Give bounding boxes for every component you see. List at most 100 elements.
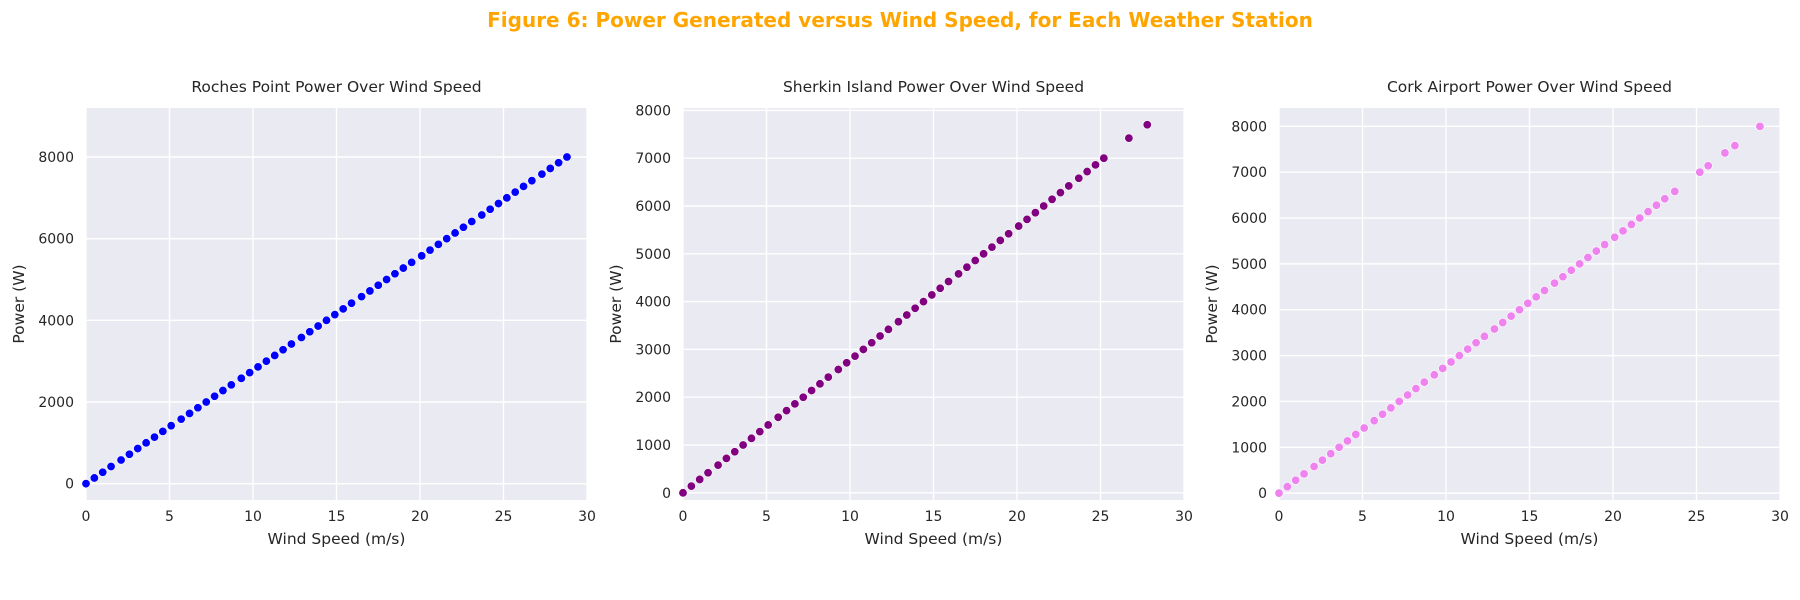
cork-airport-data-point [1309,462,1319,472]
cork-airport-y-tick-label: 1000 [1231,440,1267,456]
cork-airport-data-point [1334,442,1344,452]
sherkin-island-data-point [815,379,825,389]
roches-point-data-point [357,292,367,302]
sherkin-island-y-tick-label: 4000 [635,295,671,311]
roches-point-data-point [493,199,503,209]
roches-point-data-point [433,239,443,249]
cork-airport-x-tick-label: 25 [1688,509,1706,525]
sherkin-island-data-point [823,372,833,382]
cork-airport-data-point [1618,226,1628,236]
cork-airport-data-point [1531,292,1541,302]
roches-point-data-point [390,269,400,279]
cork-airport-data-point [1342,436,1352,446]
roches-point-data-point [347,298,357,308]
cork-airport-y-tick-label: 5000 [1231,257,1267,273]
cork-airport-data-point [1566,265,1576,275]
figure-title: Figure 6: Power Generated versus Wind Sp… [487,8,1313,32]
sherkin-island-data-point [1090,160,1100,170]
cork-airport-data-point [1446,357,1456,367]
cork-airport-x-tick-label: 30 [1771,509,1789,525]
sherkin-island-data-point [935,283,945,293]
sherkin-island-data-point [1099,153,1109,163]
roches-point-data-point [373,280,383,290]
roches-point-chart-title: Roches Point Power Over Wind Speed [191,78,481,96]
roches-point-data-point [270,350,280,360]
cork-airport-y-tick-label: 6000 [1231,211,1267,227]
roches-point-data-point [193,403,203,413]
roches-point-x-tick-label: 20 [411,509,429,525]
sherkin-island-data-point [987,242,997,252]
cork-airport-data-point [1720,148,1730,158]
cork-airport-data-point [1479,331,1489,341]
sherkin-island-data-point [678,488,688,498]
panel-cork-airport: 0 5 10 15 20 25 30 0 1000 2000 3000 4000 5000 6000 700… [1203,78,1789,548]
sherkin-island-x-axis-label: Wind Speed (m/s) [865,530,1003,548]
cork-airport-data-point [1610,232,1620,242]
sherkin-island-data-point [773,412,783,422]
cork-airport-data-point [1660,194,1670,204]
sherkin-island-data-point [979,249,989,259]
sherkin-island-data-point [850,351,860,361]
sherkin-island-data-point [738,440,748,450]
sherkin-island-data-point [883,324,893,334]
roches-point-data-point [286,339,296,349]
sherkin-island-data-point [944,277,954,287]
cork-airport-x-tick-label: 5 [1358,509,1367,525]
cork-airport-data-point [1411,384,1421,394]
sherkin-island-data-point [927,290,937,300]
roches-point-data-point [166,421,176,431]
roches-point-x-axis-label: Wind Speed (m/s) [268,530,406,548]
roches-point-data-point [236,373,246,383]
sherkin-island-data-point [875,331,885,341]
sherkin-island-y-tick-label: 8000 [635,103,671,119]
sherkin-island-data-point [867,338,877,348]
sherkin-island-data-point [1004,229,1014,239]
roches-point-data-point [141,438,151,448]
roches-point-data-point [485,204,495,214]
roches-point-x-tick-label: 30 [578,509,596,525]
roches-point-data-point [398,263,408,273]
cork-airport-y-tick-label: 0 [1258,486,1267,502]
cork-airport-data-point [1369,416,1379,426]
sherkin-island-x-tick-label: 0 [679,509,688,525]
sherkin-island-data-point [1082,167,1092,177]
sherkin-island-y-axis-label: Power (W) [607,264,625,343]
cork-airport-data-point [1386,403,1396,413]
roches-point-x-tick-label: 25 [495,509,513,525]
roches-point-y-axis-label: Power (W) [10,264,28,343]
roches-point-data-point [133,444,143,454]
cork-airport-data-point [1550,278,1560,288]
sherkin-island-chart-title: Sherkin Island Power Over Wind Speed [783,78,1084,96]
sherkin-island-data-point [790,399,800,409]
roches-point-data-point [296,332,306,342]
roches-point-data-point [98,467,108,477]
cork-airport-data-point [1498,318,1508,328]
sherkin-island-y-tick-label: 1000 [635,438,671,454]
roches-point-data-point [477,210,487,220]
cork-airport-data-point [1299,469,1309,479]
cork-airport-data-point [1575,259,1585,269]
cork-airport-data-point [1317,455,1327,465]
roches-point-x-tick-label: 5 [165,509,174,525]
sherkin-island-data-point [858,344,868,354]
roches-point-data-point [218,386,228,396]
cork-airport-data-point [1643,207,1653,217]
cork-airport-data-point [1471,338,1481,348]
sherkin-island-data-point [730,447,740,457]
cork-airport-y-tick-label: 7000 [1231,165,1267,181]
cork-airport-data-point [1394,396,1404,406]
cork-airport-chart-title: Cork Airport Power Over Wind Speed [1387,78,1672,96]
roches-point-data-point [81,479,91,489]
cork-airport-x-tick-label: 10 [1437,509,1455,525]
roches-point-data-point [545,163,555,173]
sherkin-island-data-point [798,392,808,402]
roches-point-data-point [562,152,572,162]
cork-airport-data-point [1506,311,1516,321]
cork-airport-data-point [1600,240,1610,250]
roches-point-data-point [116,455,126,465]
sherkin-island-data-point [1055,188,1065,198]
cork-airport-data-point [1429,370,1439,380]
roches-point-y-tick-label: 6000 [38,232,74,248]
cork-airport-data-point [1359,423,1369,433]
roches-point-y-tick-label: 2000 [38,395,74,411]
